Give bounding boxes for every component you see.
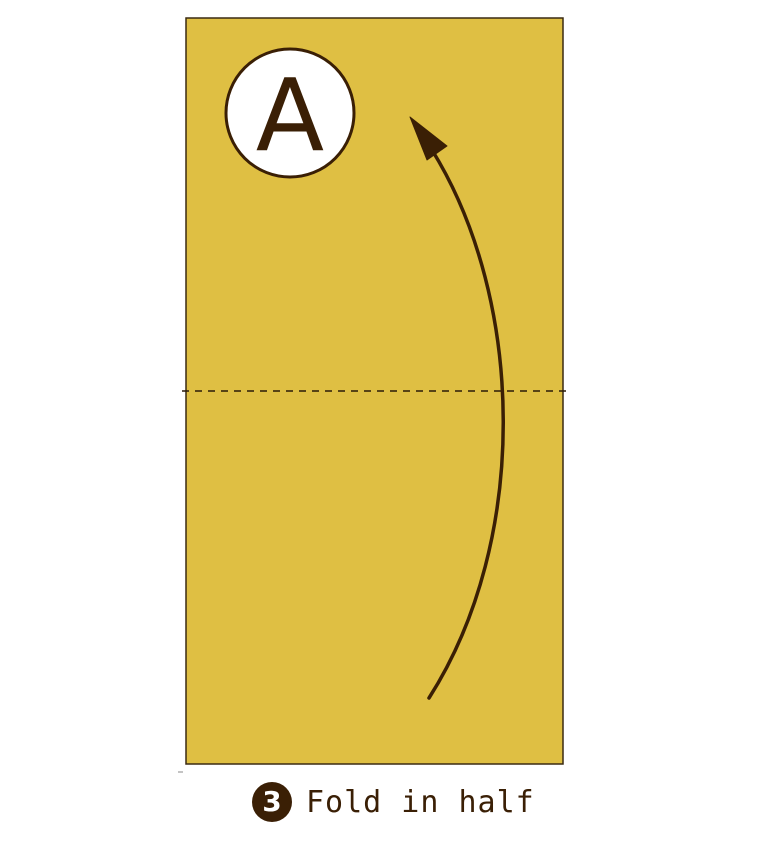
- step-number-badge: 3: [252, 782, 292, 822]
- step-instruction: Fold in half: [306, 785, 535, 820]
- marker-letter: A: [256, 57, 324, 174]
- step-caption: 3 Fold in half: [252, 780, 535, 824]
- corner-marker: A: [226, 49, 354, 177]
